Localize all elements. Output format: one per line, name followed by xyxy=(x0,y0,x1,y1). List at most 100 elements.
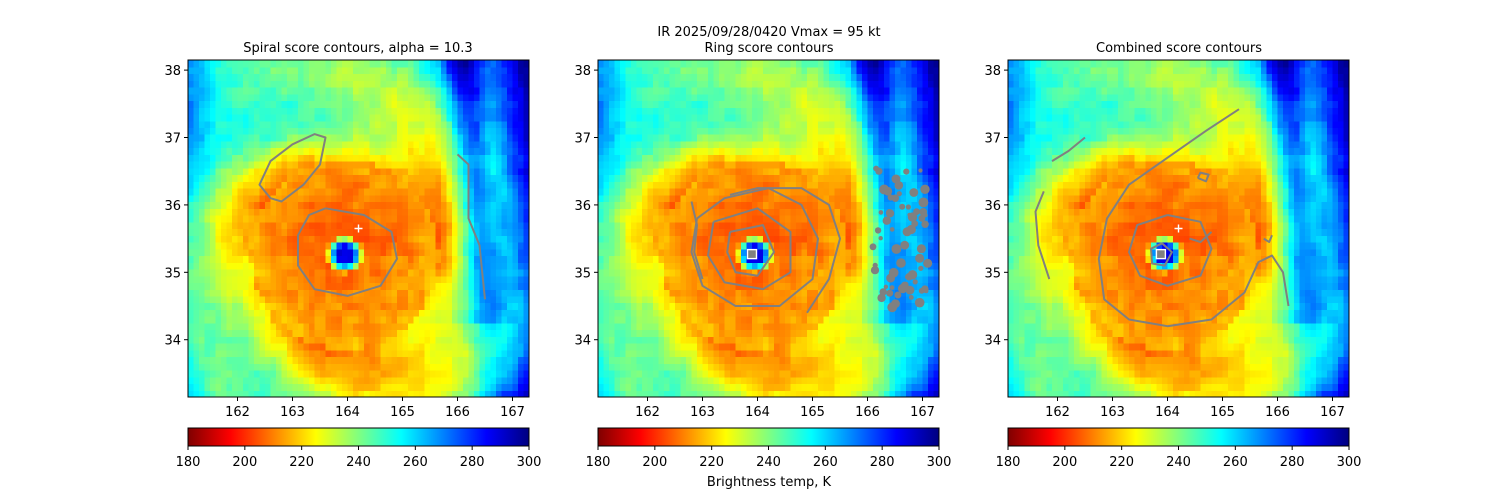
heatmap-cell xyxy=(215,107,222,115)
heatmap-cell xyxy=(336,370,343,378)
heatmap-cell xyxy=(193,201,200,209)
heatmap-cell xyxy=(380,235,387,243)
heatmap-cell xyxy=(435,215,442,223)
heatmap-cell xyxy=(188,66,195,75)
heatmap-cell xyxy=(292,120,299,128)
heatmap-cell xyxy=(336,167,343,176)
heatmap-cell xyxy=(281,370,288,378)
heatmap-cell xyxy=(204,383,211,391)
heatmap-cell xyxy=(501,370,508,378)
heatmap-cell xyxy=(397,309,404,317)
heatmap-cell xyxy=(358,383,365,391)
heatmap-cell xyxy=(895,309,902,317)
heatmap-cell xyxy=(342,154,349,162)
heatmap-cell xyxy=(188,343,195,351)
heatmap-cell xyxy=(314,383,321,391)
heatmap-cell xyxy=(452,302,459,310)
heatmap-cell xyxy=(364,100,371,108)
heatmap-cell xyxy=(254,181,261,189)
heatmap-cell xyxy=(353,343,360,351)
heatmap-cell xyxy=(358,167,365,176)
heatmap-cell xyxy=(609,201,616,209)
heatmap-cell xyxy=(364,268,371,277)
heatmap-cell xyxy=(774,241,781,250)
heatmap-cell xyxy=(609,289,616,297)
heatmap-cell xyxy=(867,215,874,223)
heatmap-cell xyxy=(468,174,475,182)
heatmap-cell xyxy=(276,255,283,263)
heatmap-cell xyxy=(501,140,508,149)
heatmap-cell xyxy=(226,147,233,155)
heatmap-cell xyxy=(496,147,503,155)
heatmap-cell xyxy=(730,235,737,243)
heatmap-cell xyxy=(840,309,847,317)
heatmap-cell xyxy=(441,127,448,135)
heatmap-cell xyxy=(342,309,349,317)
heatmap-cell xyxy=(408,370,415,378)
heatmap-cell xyxy=(653,201,660,209)
heatmap-cell xyxy=(441,295,448,304)
heatmap-cell xyxy=(518,161,525,169)
heatmap-cell xyxy=(735,356,742,364)
heatmap-cell xyxy=(719,336,726,344)
heatmap-cell xyxy=(867,336,874,344)
heatmap-cell xyxy=(375,228,382,236)
heatmap-cell xyxy=(741,309,748,317)
heatmap-cell xyxy=(446,329,453,337)
heatmap-cell xyxy=(812,376,819,385)
heatmap-cell xyxy=(523,295,530,304)
heatmap-cell xyxy=(845,282,852,290)
heatmap-cell xyxy=(199,66,206,75)
heatmap-cell xyxy=(845,363,852,371)
heatmap-cell xyxy=(796,356,803,364)
heatmap-cell xyxy=(889,329,896,337)
heatmap-cell xyxy=(485,262,492,270)
heatmap-cell xyxy=(501,356,508,364)
heatmap-cell xyxy=(708,215,715,223)
heatmap-cell xyxy=(232,140,239,149)
heatmap-cell xyxy=(336,390,343,398)
heatmap-cell xyxy=(452,370,459,378)
heatmap-cell xyxy=(851,268,858,277)
heatmap-cell xyxy=(757,282,764,290)
heatmap-cell xyxy=(763,275,770,284)
heatmap-cell xyxy=(636,194,643,203)
heatmap-cell xyxy=(270,349,277,358)
heatmap-cell xyxy=(435,370,442,378)
heatmap-cell xyxy=(620,363,627,371)
heatmap-cell xyxy=(391,140,398,149)
heatmap-cell xyxy=(375,154,382,162)
heatmap-cell xyxy=(391,66,398,75)
heatmap-cell xyxy=(386,161,393,169)
heatmap-cell xyxy=(468,248,475,257)
heatmap-cell xyxy=(243,370,250,378)
heatmap-cell xyxy=(221,383,228,391)
heatmap-cell xyxy=(331,322,338,331)
heatmap-cell xyxy=(364,221,371,230)
heatmap-cell xyxy=(287,316,294,324)
heatmap-cell xyxy=(878,268,885,277)
heatmap-cell xyxy=(474,120,481,128)
heatmap-cell xyxy=(226,248,233,257)
heatmap-cell xyxy=(342,295,349,304)
heatmap-cell xyxy=(768,316,775,324)
heatmap-cell xyxy=(419,60,426,68)
heatmap-cell xyxy=(457,147,464,155)
heatmap-cell xyxy=(790,356,797,364)
heatmap-cell xyxy=(265,336,272,344)
heatmap-cell xyxy=(713,208,720,216)
heatmap-cell xyxy=(281,134,288,142)
heatmap-cell xyxy=(204,275,211,284)
heatmap-cell xyxy=(435,255,442,263)
heatmap-cell xyxy=(364,147,371,155)
heatmap-cell xyxy=(292,363,299,371)
heatmap-cell xyxy=(763,235,770,243)
heatmap-cell xyxy=(375,302,382,310)
heatmap-cell xyxy=(336,356,343,364)
heatmap-cell xyxy=(928,376,935,385)
heatmap-cell xyxy=(303,295,310,304)
heatmap-cell xyxy=(353,376,360,385)
heatmap-cell xyxy=(375,86,382,95)
heatmap-cell xyxy=(834,329,841,337)
heatmap-cell xyxy=(325,343,332,351)
